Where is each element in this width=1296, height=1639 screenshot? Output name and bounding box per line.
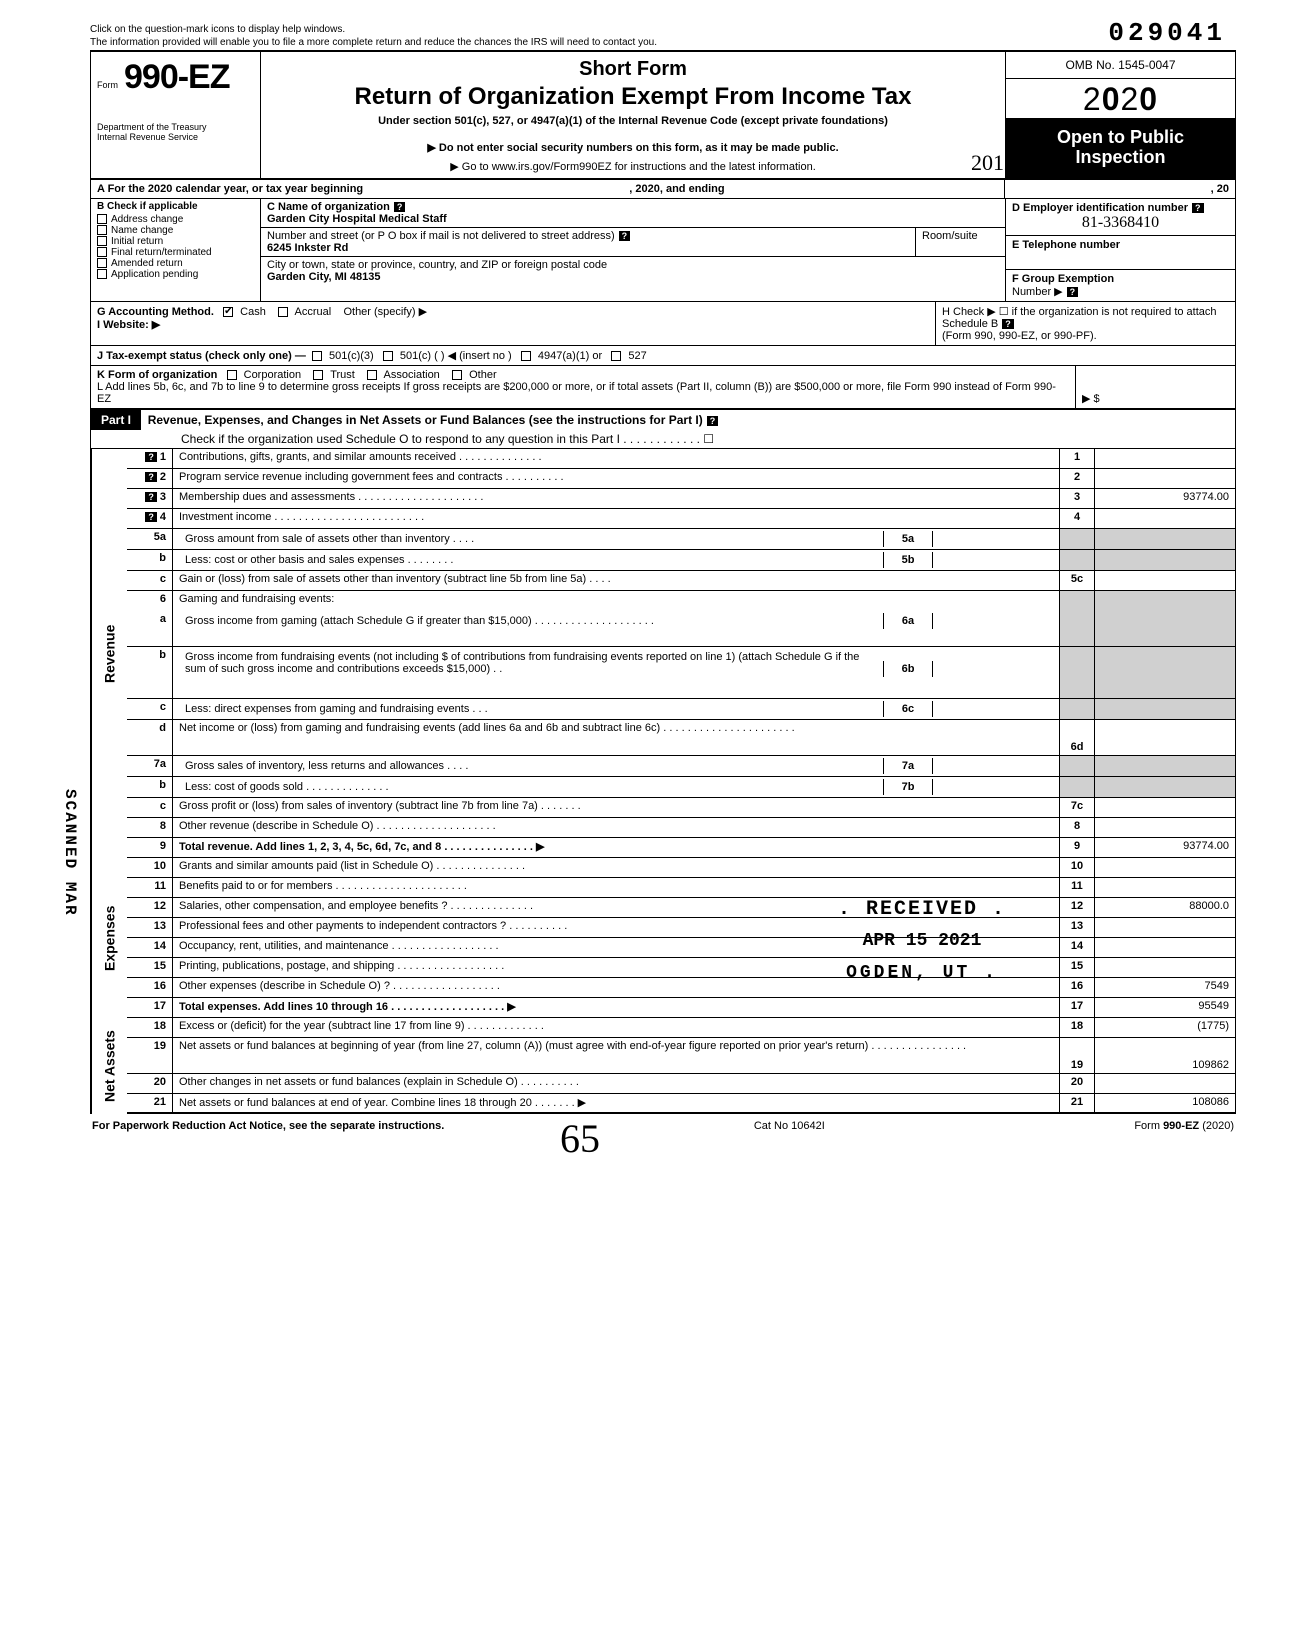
part-1-table: Revenue ? 1Contributions, gifts, grants,… (90, 449, 1236, 1114)
b-item: Initial return (111, 236, 163, 247)
g-h-row: G Accounting Method. Cash Accrual Other … (90, 302, 1236, 346)
help-icon[interactable]: ? (1192, 203, 1204, 213)
b-item: Application pending (111, 269, 198, 280)
line-a-label: A For the 2020 calendar year, or tax yea… (97, 183, 363, 195)
help-icon[interactable]: ? (619, 231, 631, 241)
f-label: F Group Exemption (1012, 273, 1114, 285)
side-expenses: Expenses (91, 858, 127, 1018)
footer-mid: Cat No 10642I (754, 1120, 825, 1132)
org-name: Garden City Hospital Medical Staff (267, 213, 447, 225)
b-item: Amended return (111, 258, 183, 269)
info-block: B Check if applicable Address change Nam… (90, 199, 1236, 302)
page: Click on the question-mark icons to disp… (0, 0, 1296, 1172)
ein-value: 81-3368410 (1012, 214, 1229, 232)
help-icon[interactable]: ? (707, 416, 719, 426)
help-icon[interactable]: ? (1002, 319, 1014, 329)
form-prefix: Form (97, 80, 118, 90)
section-b: B Check if applicable Address change Nam… (91, 199, 261, 301)
b-item: Name change (111, 225, 173, 236)
header-left: Form 990-EZ Department of the Treasury I… (91, 52, 261, 178)
title-main: Return of Organization Exempt From Incom… (271, 83, 995, 111)
d-label: D Employer identification number (1012, 202, 1188, 214)
handwritten-year: 2012 (971, 150, 1015, 176)
form-number: 990-EZ (124, 58, 230, 97)
help-icon[interactable]: ? (1067, 287, 1079, 297)
hint-2: The information provided will enable you… (90, 37, 1236, 48)
form-header: Form 990-EZ Department of the Treasury I… (90, 50, 1236, 180)
line-a-mid: , 2020, and ending (629, 183, 724, 195)
line-a-row: A For the 2020 calendar year, or tax yea… (90, 180, 1236, 199)
part-1-label: Part I (91, 410, 141, 430)
i-label: I Website: ▶ (97, 319, 160, 331)
k-label: K Form of organization (97, 369, 217, 381)
scanned-stamp: SCANNED MAR (61, 789, 79, 917)
b-item: Address change (111, 214, 183, 225)
city-label: City or town, state or province, country… (267, 259, 607, 271)
street-address: 6245 Inkster Rd (267, 242, 348, 254)
help-icon[interactable]: ? (394, 202, 406, 212)
side-revenue: Revenue (91, 449, 127, 858)
omb-number: OMB No. 1545-0047 (1006, 52, 1235, 79)
addr-label: Number and street (or P O box if mail is… (267, 230, 615, 242)
stamp-number: 029041 (1108, 18, 1226, 48)
j-row: J Tax-exempt status (check only one) — 5… (90, 346, 1236, 366)
open-to-public: Open to Public Inspection (1006, 118, 1235, 178)
name-address-col: C Name of organization? Garden City Hosp… (261, 199, 1005, 301)
h-label: H Check ▶ ☐ if the organization is not r… (942, 306, 1217, 330)
right-info-col: D Employer identification number? 81-336… (1005, 199, 1235, 301)
h-label2: (Form 990, 990-EZ, or 990-PF). (942, 330, 1097, 342)
l-arrow: ▶ $ (1082, 392, 1100, 405)
checkbox-accrual[interactable] (278, 307, 288, 317)
footer-left: For Paperwork Reduction Act Notice, see … (92, 1120, 444, 1132)
warn-1: ▶ Do not enter social security numbers o… (271, 141, 995, 154)
f-label2: Number ▶ (1012, 286, 1063, 298)
g-label: G Accounting Method. (97, 306, 214, 318)
footer-right: Form 990-EZ (2020) (1134, 1120, 1234, 1132)
tax-year: 2020 (1006, 79, 1235, 118)
title-short: Short Form (271, 58, 995, 81)
warn-2: ▶ Go to www.irs.gov/Form990EZ for instru… (271, 160, 995, 173)
e-label: E Telephone number (1012, 239, 1120, 251)
hint-1: Click on the question-mark icons to disp… (90, 24, 1236, 35)
c-label: C Name of organization (267, 201, 390, 213)
room-suite: Room/suite (915, 228, 1005, 256)
j-label: J Tax-exempt status (check only one) — (97, 350, 306, 362)
dept-2: Internal Revenue Service (97, 133, 254, 143)
header-middle: Short Form Return of Organization Exempt… (261, 52, 1005, 178)
city-value: Garden City, MI 48135 (267, 271, 381, 283)
part-1-title: Revenue, Expenses, and Changes in Net As… (148, 413, 703, 427)
line-a-end: , 20 (1211, 183, 1229, 195)
b-label: B Check if applicable (97, 201, 254, 212)
b-item: Final return/terminated (111, 247, 212, 258)
checkbox-cash[interactable] (223, 307, 233, 317)
title-sub: Under section 501(c), 527, or 4947(a)(1)… (271, 115, 995, 127)
k-l-row: K Form of organization Corporation Trust… (90, 366, 1236, 409)
header-right: OMB No. 1545-0047 2020 Open to Public In… (1005, 52, 1235, 178)
l-text: L Add lines 5b, 6c, and 7b to line 9 to … (97, 381, 1069, 405)
part-1-check: Check if the organization used Schedule … (91, 430, 1235, 448)
side-net-assets: Net Assets (91, 1018, 127, 1114)
part-1-header: Part I Revenue, Expenses, and Changes in… (90, 409, 1236, 449)
signature-mark: 65 (560, 1115, 600, 1162)
footer: For Paperwork Reduction Act Notice, see … (90, 1120, 1236, 1132)
